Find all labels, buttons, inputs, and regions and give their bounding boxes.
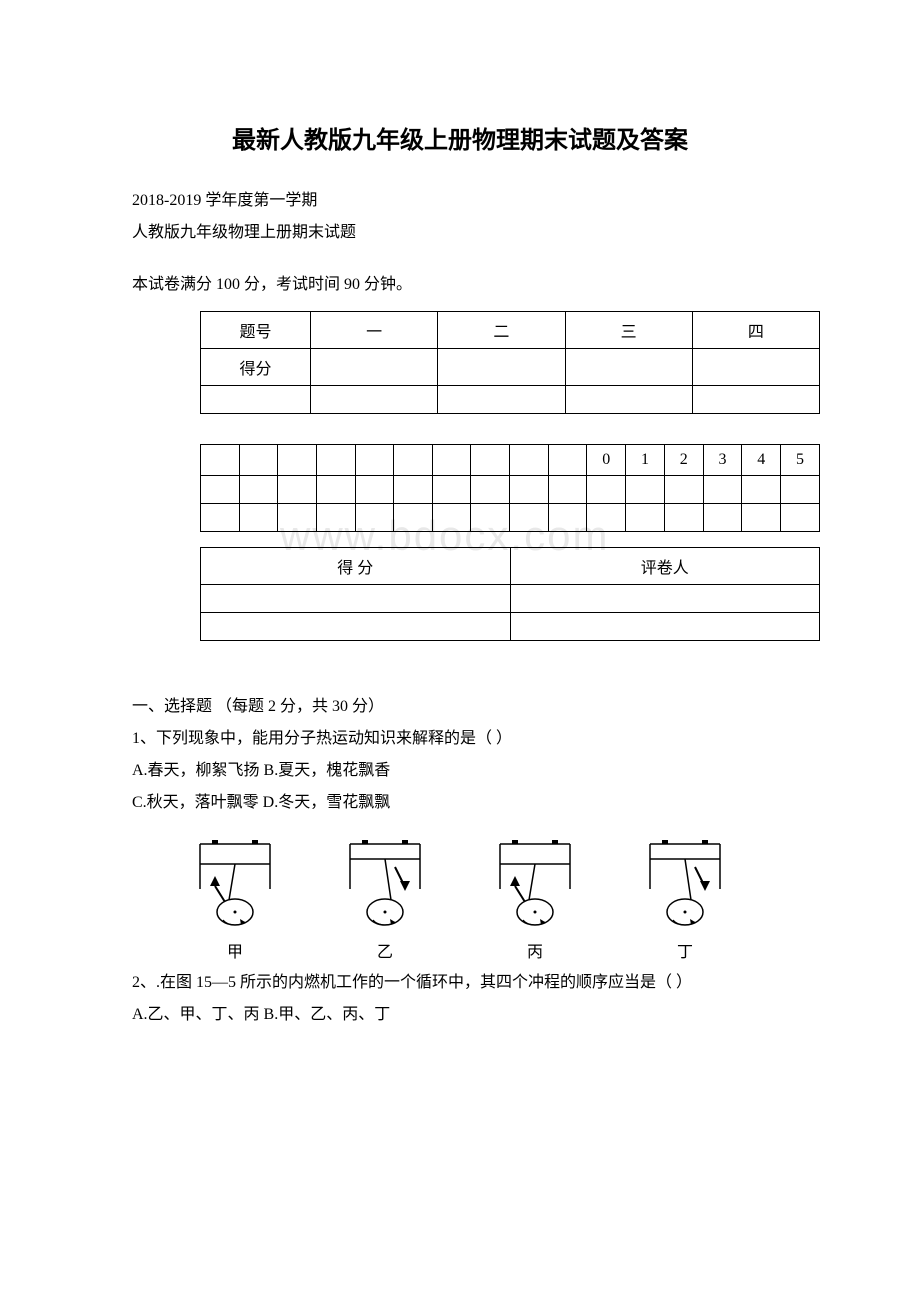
question-2: 2、.在图 15—5 所示的内燃机工作的一个循环中，其四个冲程的顺序应当是（ ） xyxy=(100,967,820,999)
table3-blank xyxy=(510,613,820,641)
table2-r0c9 xyxy=(548,445,587,476)
document-title: 最新人教版九年级上册物理期末试题及答案 xyxy=(100,120,820,155)
table2-blank xyxy=(432,504,471,532)
table2-blank xyxy=(355,476,394,504)
score-section-table: 题号 一 二 三 四 得分 xyxy=(200,311,820,414)
subject-line: 人教版九年级物理上册期末试题 xyxy=(100,217,820,249)
table2-blank xyxy=(201,476,240,504)
question-2-options-ab: A.乙、甲、丁、丙 B.甲、乙、丙、丁 xyxy=(100,999,820,1031)
table3-blank xyxy=(201,585,511,613)
table2-blank xyxy=(587,504,626,532)
section1-title: 一、选择题 （每题 2 分，共 30 分） xyxy=(100,691,820,723)
table2-r0c0 xyxy=(201,445,240,476)
table2-blank xyxy=(471,504,510,532)
table2-blank xyxy=(626,504,665,532)
table1-header-1: 一 xyxy=(311,312,438,349)
table3-grader-label: 评卷人 xyxy=(510,548,820,585)
table1-r2c2 xyxy=(438,386,565,414)
table1-header-0: 题号 xyxy=(201,312,311,349)
table2-blank xyxy=(510,476,549,504)
table2-blank xyxy=(742,504,781,532)
question-1-options-ab: A.春天，柳絮飞扬 B.夏天，槐花飘香 xyxy=(100,755,820,787)
diagram-label: 丙 xyxy=(527,938,543,962)
table1-r2c3 xyxy=(565,386,692,414)
engine-cylinder-甲: 甲 xyxy=(180,834,290,962)
table2-blank xyxy=(548,504,587,532)
table2-r0c2 xyxy=(278,445,317,476)
table2-blank xyxy=(278,476,317,504)
semester-line: 2018-2019 学年度第一学期 xyxy=(100,185,820,217)
table2-blank xyxy=(626,476,665,504)
engine-cylinder-丙: 丙 xyxy=(480,834,590,962)
table2-r0c14: 4 xyxy=(742,445,781,476)
table1-header-2: 二 xyxy=(438,312,565,349)
grader-table: 得 分 评卷人 xyxy=(200,547,820,641)
table1-r1c1 xyxy=(311,349,438,386)
question-1: 1、下列现象中，能用分子热运动知识来解释的是（ ） xyxy=(100,723,820,755)
table2-blank xyxy=(316,476,355,504)
table2-blank xyxy=(239,476,278,504)
table2-blank xyxy=(355,504,394,532)
table2-blank xyxy=(587,476,626,504)
table2-blank xyxy=(703,504,742,532)
table2-blank xyxy=(432,476,471,504)
exam-info: 本试卷满分 100 分，考试时间 90 分钟。 xyxy=(100,269,820,301)
table2-blank xyxy=(781,476,820,504)
table2-r0c1 xyxy=(239,445,278,476)
table2-r0c7 xyxy=(471,445,510,476)
table2-r0c3 xyxy=(316,445,355,476)
table2-r0c15: 5 xyxy=(781,445,820,476)
table2-r0c12: 2 xyxy=(664,445,703,476)
table1-r1c3 xyxy=(565,349,692,386)
diagram-label: 乙 xyxy=(377,938,393,962)
table1-r1c4 xyxy=(692,349,819,386)
table2-r0c4 xyxy=(355,445,394,476)
diagram-label: 丁 xyxy=(677,938,693,962)
table2-blank xyxy=(781,504,820,532)
engine-cylinder-丁: 丁 xyxy=(630,834,740,962)
table2-blank xyxy=(548,476,587,504)
table2-r0c5 xyxy=(394,445,433,476)
table2-blank xyxy=(664,504,703,532)
table2-blank xyxy=(394,476,433,504)
table1-r2c0 xyxy=(201,386,311,414)
table2-r0c13: 3 xyxy=(703,445,742,476)
table2-blank xyxy=(703,476,742,504)
table2-blank xyxy=(239,504,278,532)
table2-blank xyxy=(394,504,433,532)
table1-r2c1 xyxy=(311,386,438,414)
engine-cylinder-乙: 乙 xyxy=(330,834,440,962)
table3-score-label: 得 分 xyxy=(201,548,511,585)
table1-r1c2 xyxy=(438,349,565,386)
table2-blank xyxy=(316,504,355,532)
table3-blank xyxy=(201,613,511,641)
diagram-label: 甲 xyxy=(227,938,243,962)
table2-blank xyxy=(742,476,781,504)
table2-blank xyxy=(471,476,510,504)
answer-grid-table: 012345 xyxy=(200,444,820,532)
table2-r0c10: 0 xyxy=(587,445,626,476)
engine-diagram-row: 甲乙丙丁 xyxy=(160,834,760,962)
table2-blank xyxy=(510,504,549,532)
table1-r2c4 xyxy=(692,386,819,414)
table1-r1c0: 得分 xyxy=(201,349,311,386)
table2-r0c8 xyxy=(510,445,549,476)
table1-header-4: 四 xyxy=(692,312,819,349)
table2-r0c11: 1 xyxy=(626,445,665,476)
table3-blank xyxy=(510,585,820,613)
table2-blank xyxy=(201,504,240,532)
table2-blank xyxy=(664,476,703,504)
table2-blank xyxy=(278,504,317,532)
table1-header-3: 三 xyxy=(565,312,692,349)
question-1-options-cd: C.秋天，落叶飘零 D.冬天，雪花飘飘 xyxy=(100,787,820,819)
table2-r0c6 xyxy=(432,445,471,476)
